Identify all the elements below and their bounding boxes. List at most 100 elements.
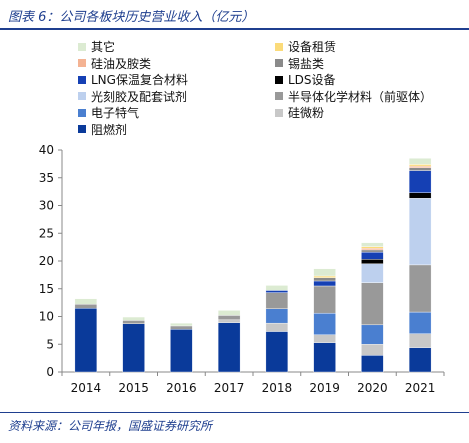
bar-segment [408, 347, 432, 373]
y-tick-label: 0 [46, 365, 54, 379]
legend-item: 光刻胶及配套试剂 [78, 88, 187, 105]
bar-segment [265, 285, 289, 291]
legend-item: 其它 [78, 38, 115, 55]
bar-segment [217, 315, 241, 321]
y-tick-label: 5 [46, 337, 54, 351]
legend-label: LNG保温复合材料 [91, 73, 188, 87]
bar-segment [313, 312, 336, 336]
legend-item: 半导体化学材料（前驱体） [275, 88, 432, 105]
legend-label: 阻燃剂 [91, 122, 128, 137]
legend-swatch [275, 108, 283, 117]
legend-item: 阻燃剂 [78, 121, 127, 138]
bar-segment [122, 320, 145, 324]
bar-segment [122, 323, 145, 373]
legend-item: LDS设备 [275, 71, 336, 88]
bar-segment [265, 322, 289, 332]
y-tick-label: 40 [39, 143, 54, 157]
bar-segment [408, 311, 432, 334]
title-divider [0, 28, 469, 30]
x-tick-label: 2015 [118, 381, 149, 395]
legend-swatch [275, 92, 283, 100]
stacked-bar-chart: 0 5 10 15 20 25 30 35 40 2014 2015 2016 2017 2018 2019… [39, 143, 445, 395]
bar-segment [313, 275, 336, 278]
legend-label: 光刻胶及配套试剂 [91, 89, 188, 104]
bar-segment [408, 165, 432, 168]
bar-segment [265, 331, 289, 373]
bar-segment [313, 280, 336, 287]
bar-segment [217, 319, 241, 323]
y-tick-label: 25 [39, 226, 54, 240]
bar-segment [361, 251, 384, 260]
x-tick-label: 2021 [405, 381, 436, 395]
legend-swatch [275, 59, 283, 67]
y-tick-label: 15 [39, 282, 54, 296]
legend-label: 半导体化学材料（前驱体） [288, 89, 433, 104]
legend-label: 硅微粉 [288, 106, 325, 120]
figure-title: 图表 6：公司各板块历史营业收入（亿元） [8, 10, 255, 25]
bar-segment [313, 334, 336, 343]
bar-segment [408, 333, 432, 348]
x-tick-label: 2019 [309, 381, 340, 395]
source-note: 资料来源：公司年报，国盛证券研究所 [8, 419, 213, 433]
legend-label: 锡盐类 [288, 56, 325, 71]
y-tick-label: 30 [39, 199, 54, 213]
bar-segment [170, 322, 193, 327]
bar-segment [361, 242, 384, 247]
legend-label: 硅油及胺类 [91, 56, 152, 71]
legend-label: 电子特气 [91, 106, 140, 120]
legend-item: 设备租赁 [275, 38, 336, 55]
bar-segment [408, 198, 432, 266]
legend-item: 硅微粉 [275, 104, 324, 121]
legend-label: 设备租赁 [288, 40, 337, 54]
bar-segment [361, 259, 384, 264]
y-tick-label: 10 [39, 310, 54, 324]
bar-segment [122, 316, 145, 321]
y-tick-label: 35 [39, 171, 54, 185]
bar-segment [170, 329, 193, 373]
bar-segment [265, 308, 289, 324]
legend-item: LNG保温复合材料 [78, 71, 188, 88]
legend-swatch [78, 125, 86, 133]
bar-segment [408, 170, 432, 193]
legend-swatch [78, 75, 86, 84]
legend-label: 其它 [91, 40, 116, 54]
bar-segment [265, 292, 289, 309]
bar-segment [74, 304, 98, 309]
x-tick-label: 2014 [71, 381, 102, 395]
source-divider [0, 412, 469, 413]
bar-segment [361, 355, 384, 373]
bar-segment [361, 263, 384, 283]
bar-segment [408, 192, 432, 199]
bar-segment [265, 290, 289, 293]
bar-segment [170, 325, 193, 330]
bar-segment [217, 322, 241, 373]
legend-swatch [275, 42, 283, 51]
x-tick-label: 2018 [262, 381, 293, 395]
bar-segment [361, 248, 384, 251]
legend-swatch [78, 92, 86, 100]
bar-segment [313, 277, 336, 282]
bar-segment [217, 310, 241, 316]
chart-legend: 其它 设备租赁硅油及胺类 锡盐类 LNG保温复合材料 LDS设备光刻胶及配套试剂 半导体化… [78, 38, 468, 138]
legend-label: LDS设备 [288, 73, 336, 87]
legend-item: 硅油及胺类 [78, 55, 151, 72]
bar-segment [408, 264, 432, 313]
legend-item: 锡盐类 [275, 55, 324, 72]
bar-segment [408, 167, 432, 171]
x-tick-label: 2017 [214, 381, 245, 395]
bar-segment [74, 298, 98, 305]
bar-segment [313, 342, 336, 373]
legend-swatch [78, 42, 86, 51]
bar-segment [361, 282, 384, 326]
bar-segment [361, 246, 384, 249]
legend-item: 电子特气 [78, 104, 139, 121]
bar-segment [313, 285, 336, 314]
bar-segment [361, 344, 384, 356]
bar-segment [313, 268, 336, 277]
bar-segment [408, 164, 432, 167]
bar-segment [361, 324, 384, 345]
y-tick-label: 20 [39, 254, 54, 268]
bar-segment [74, 307, 98, 373]
bar-segment [408, 158, 432, 165]
legend-swatch [78, 59, 86, 67]
